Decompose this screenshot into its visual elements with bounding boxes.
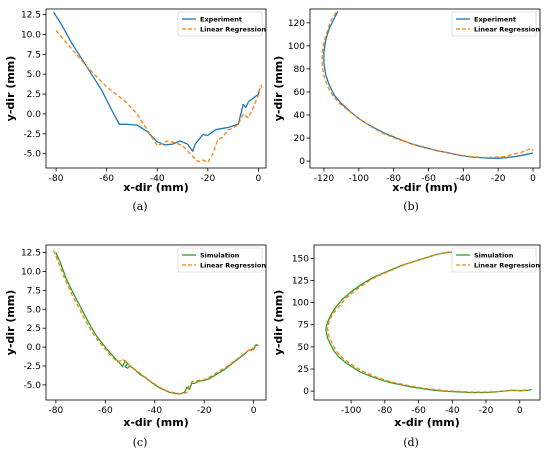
legend-box xyxy=(177,11,263,37)
y-tick-label: 0.0 xyxy=(27,343,42,353)
y-tick-label: 12.5 xyxy=(21,11,41,21)
y-tick-label: 2.5 xyxy=(27,324,41,334)
y-axis-label: y-dir (mm) xyxy=(4,290,17,356)
legend-label: Simulation xyxy=(474,251,514,259)
x-tick-label: -40 xyxy=(456,174,471,184)
chart-panel-4: -100 -80 -60 -40 -20 0 0 25 50 75 100 125 150 Simulat… xyxy=(272,244,541,449)
y-tick-label: 10.0 xyxy=(21,30,41,40)
legend-label: Linear Regression xyxy=(474,25,540,33)
legend-label: Linear Regression xyxy=(474,261,540,269)
legend-label: Linear Regression xyxy=(200,25,266,33)
x-tick-label: -60 xyxy=(421,174,436,184)
x-tick-label: 0 xyxy=(530,174,536,184)
series-line-primary xyxy=(325,251,532,394)
x-tick-label: -100 xyxy=(349,174,370,184)
x-axis-label: x-dir (mm) xyxy=(123,181,189,194)
panel-caption: (b) xyxy=(403,200,419,213)
y-tick-label: 75 xyxy=(298,321,309,331)
y-tick-label: 100 xyxy=(292,299,309,309)
panel-caption: (c) xyxy=(133,436,148,449)
y-tick-label: 60 xyxy=(294,88,306,98)
y-tick-label: 7.5 xyxy=(27,50,41,60)
x-tick-label: -80 xyxy=(386,174,401,184)
panel-caption: (d) xyxy=(403,436,419,449)
y-tick-label: 12.5 xyxy=(21,249,41,259)
series-line-regression xyxy=(55,30,263,164)
y-tick-label: 120 xyxy=(288,19,305,29)
x-tick-label: -20 xyxy=(491,174,506,184)
series-line-regression xyxy=(321,12,534,159)
x-tick-label: -40 xyxy=(150,174,165,184)
legend-box xyxy=(177,247,263,273)
x-tick-label: -20 xyxy=(200,174,215,184)
y-axis-label: y-dir (mm) xyxy=(272,290,285,356)
x-axis-label: x-dir (mm) xyxy=(394,416,460,429)
legend-box xyxy=(451,247,537,273)
y-tick-label: 0 xyxy=(303,387,309,397)
y-tick-label: 0 xyxy=(299,157,305,167)
y-axis-label: y-dir (mm) xyxy=(272,56,285,122)
x-tick-label: 0 xyxy=(256,174,262,184)
x-tick-label: -40 xyxy=(445,406,460,416)
x-tick-label: -80 xyxy=(49,406,64,416)
y-tick-label: 5.0 xyxy=(27,305,42,315)
x-axis-label: x-dir (mm) xyxy=(123,416,189,429)
x-tick-label: -80 xyxy=(49,174,64,184)
y-tick-label: 150 xyxy=(292,254,309,264)
legend-label: Linear Regression xyxy=(200,261,266,269)
plot-frame xyxy=(45,244,267,401)
y-tick-label: 100 xyxy=(288,42,305,52)
legend-label: Experiment xyxy=(200,15,242,23)
series-line-primary xyxy=(323,11,534,159)
y-tick-label: 50 xyxy=(298,343,310,353)
chart-panel-1: -80 -60 -40 -20 0 -5.0 -2.5 0.0 2.5 5.0 7.5 10.0 12.… xyxy=(4,8,267,213)
x-tick-label: -20 xyxy=(197,406,212,416)
series-line-primary xyxy=(55,252,259,395)
x-tick-label: -60 xyxy=(99,174,114,184)
series-line-primary xyxy=(53,11,261,152)
y-tick-label: 10.0 xyxy=(21,267,41,277)
plot-frame xyxy=(309,8,541,169)
y-tick-label: 2.5 xyxy=(27,90,41,100)
y-tick-label: 0.0 xyxy=(27,110,42,120)
y-tick-label: 40 xyxy=(294,111,306,121)
x-tick-label: -60 xyxy=(98,406,113,416)
x-tick-label: -80 xyxy=(377,406,392,416)
legend-label: Simulation xyxy=(200,251,240,259)
x-tick-label: 0 xyxy=(517,406,523,416)
series-line-regression xyxy=(52,250,257,395)
y-tick-label: 20 xyxy=(294,134,306,144)
y-tick-label: -5.0 xyxy=(23,150,41,160)
x-axis-label: x-dir (mm) xyxy=(392,181,458,194)
x-tick-label: -40 xyxy=(147,406,162,416)
chart-panel-2: -120 -100 -80 -60 -40 -20 0 0 20 40 60 80 100 120 Expe… xyxy=(272,8,541,213)
y-tick-label: 5.0 xyxy=(27,70,42,80)
x-tick-label: -120 xyxy=(314,174,335,184)
legend-label: Experiment xyxy=(474,15,516,23)
panel-caption: (a) xyxy=(132,200,147,213)
y-tick-label: -5.0 xyxy=(23,381,41,391)
y-tick-label: 80 xyxy=(294,65,306,75)
chart-panel-3: -80 -60 -40 -20 0 -5.0 -2.5 0.0 2.5 5.0 7.5 10.0 12.… xyxy=(4,244,267,449)
y-tick-label: -2.5 xyxy=(23,362,41,372)
x-tick-label: -100 xyxy=(341,406,362,416)
y-axis-label: y-dir (mm) xyxy=(4,56,17,122)
series-line-regression xyxy=(326,250,527,393)
y-tick-label: -2.5 xyxy=(23,130,41,140)
y-tick-label: 25 xyxy=(298,365,309,375)
legend-box xyxy=(451,11,537,37)
x-tick-label: -60 xyxy=(411,406,426,416)
y-tick-label: 125 xyxy=(292,276,309,286)
x-tick-label: -20 xyxy=(479,406,494,416)
x-tick-label: 0 xyxy=(251,406,257,416)
y-tick-label: 7.5 xyxy=(27,286,41,296)
plot-frame xyxy=(313,244,541,401)
plot-frame xyxy=(45,8,267,169)
